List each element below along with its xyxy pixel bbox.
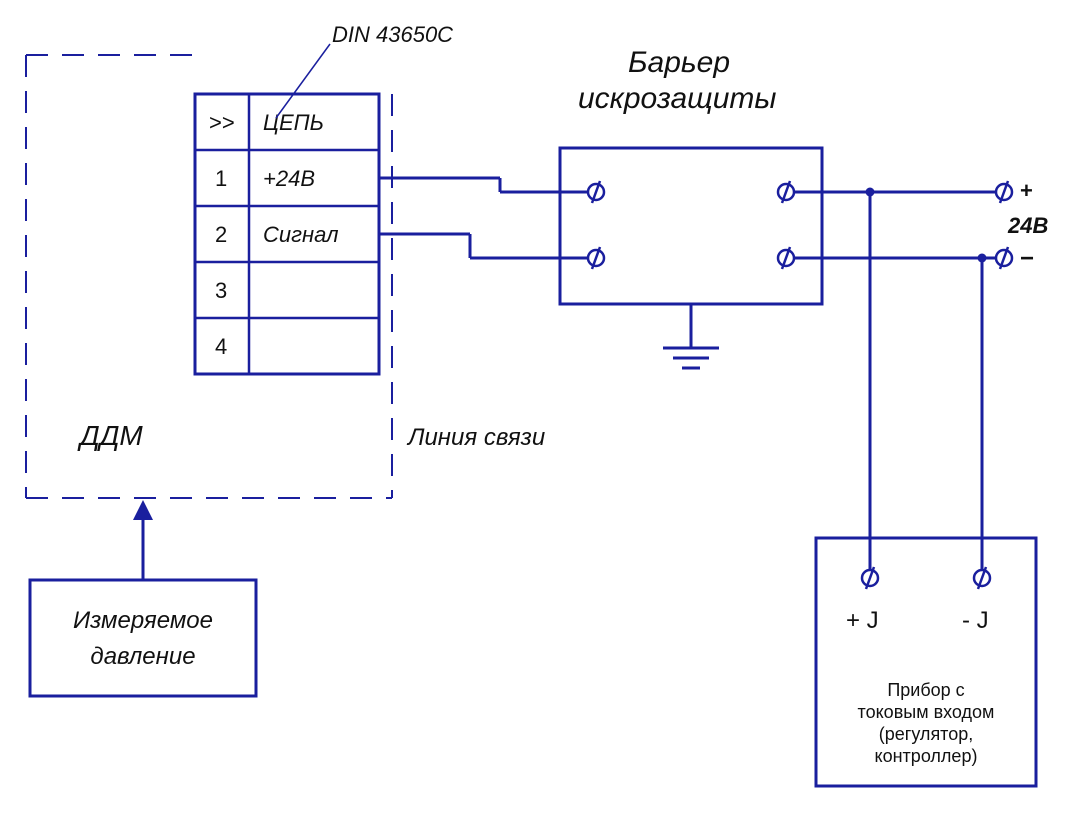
- svg-text:24B: 24B: [1007, 213, 1048, 238]
- svg-text:>>: >>: [209, 110, 235, 135]
- svg-text:−: −: [1020, 245, 1034, 272]
- svg-text:Барьер: Барьер: [628, 46, 730, 79]
- svg-text:2: 2: [215, 222, 227, 247]
- svg-text:Прибор с: Прибор с: [887, 680, 964, 700]
- svg-text:искрозащиты: искрозащиты: [578, 82, 776, 115]
- svg-text:Сигнал: Сигнал: [263, 222, 338, 247]
- svg-text:+24В: +24В: [263, 166, 315, 191]
- svg-text:Линия связи: Линия связи: [406, 424, 545, 451]
- svg-text:- J: - J: [962, 607, 989, 634]
- svg-text:(регулятор,: (регулятор,: [879, 724, 974, 744]
- svg-text:4: 4: [215, 334, 227, 359]
- svg-text:1: 1: [215, 166, 227, 191]
- svg-text:3: 3: [215, 278, 227, 303]
- svg-text:+: +: [1020, 178, 1033, 203]
- svg-text:Измеряемое: Измеряемое: [73, 607, 213, 634]
- svg-text:ЦЕПЬ: ЦЕПЬ: [263, 110, 324, 135]
- svg-text:давление: давление: [90, 643, 195, 670]
- svg-text:DIN 43650C: DIN 43650C: [332, 22, 453, 47]
- svg-text:ДДМ: ДДМ: [77, 420, 143, 451]
- svg-text:токовым входом: токовым входом: [858, 702, 995, 722]
- svg-text:+ J: + J: [846, 607, 879, 634]
- wiring-diagram: ДДМ >> ЦЕПЬ 1 +24В 2 Сигнал 3 4 DIN 43650C Барьери…: [0, 0, 1091, 824]
- svg-text:контроллер): контроллер): [875, 746, 978, 766]
